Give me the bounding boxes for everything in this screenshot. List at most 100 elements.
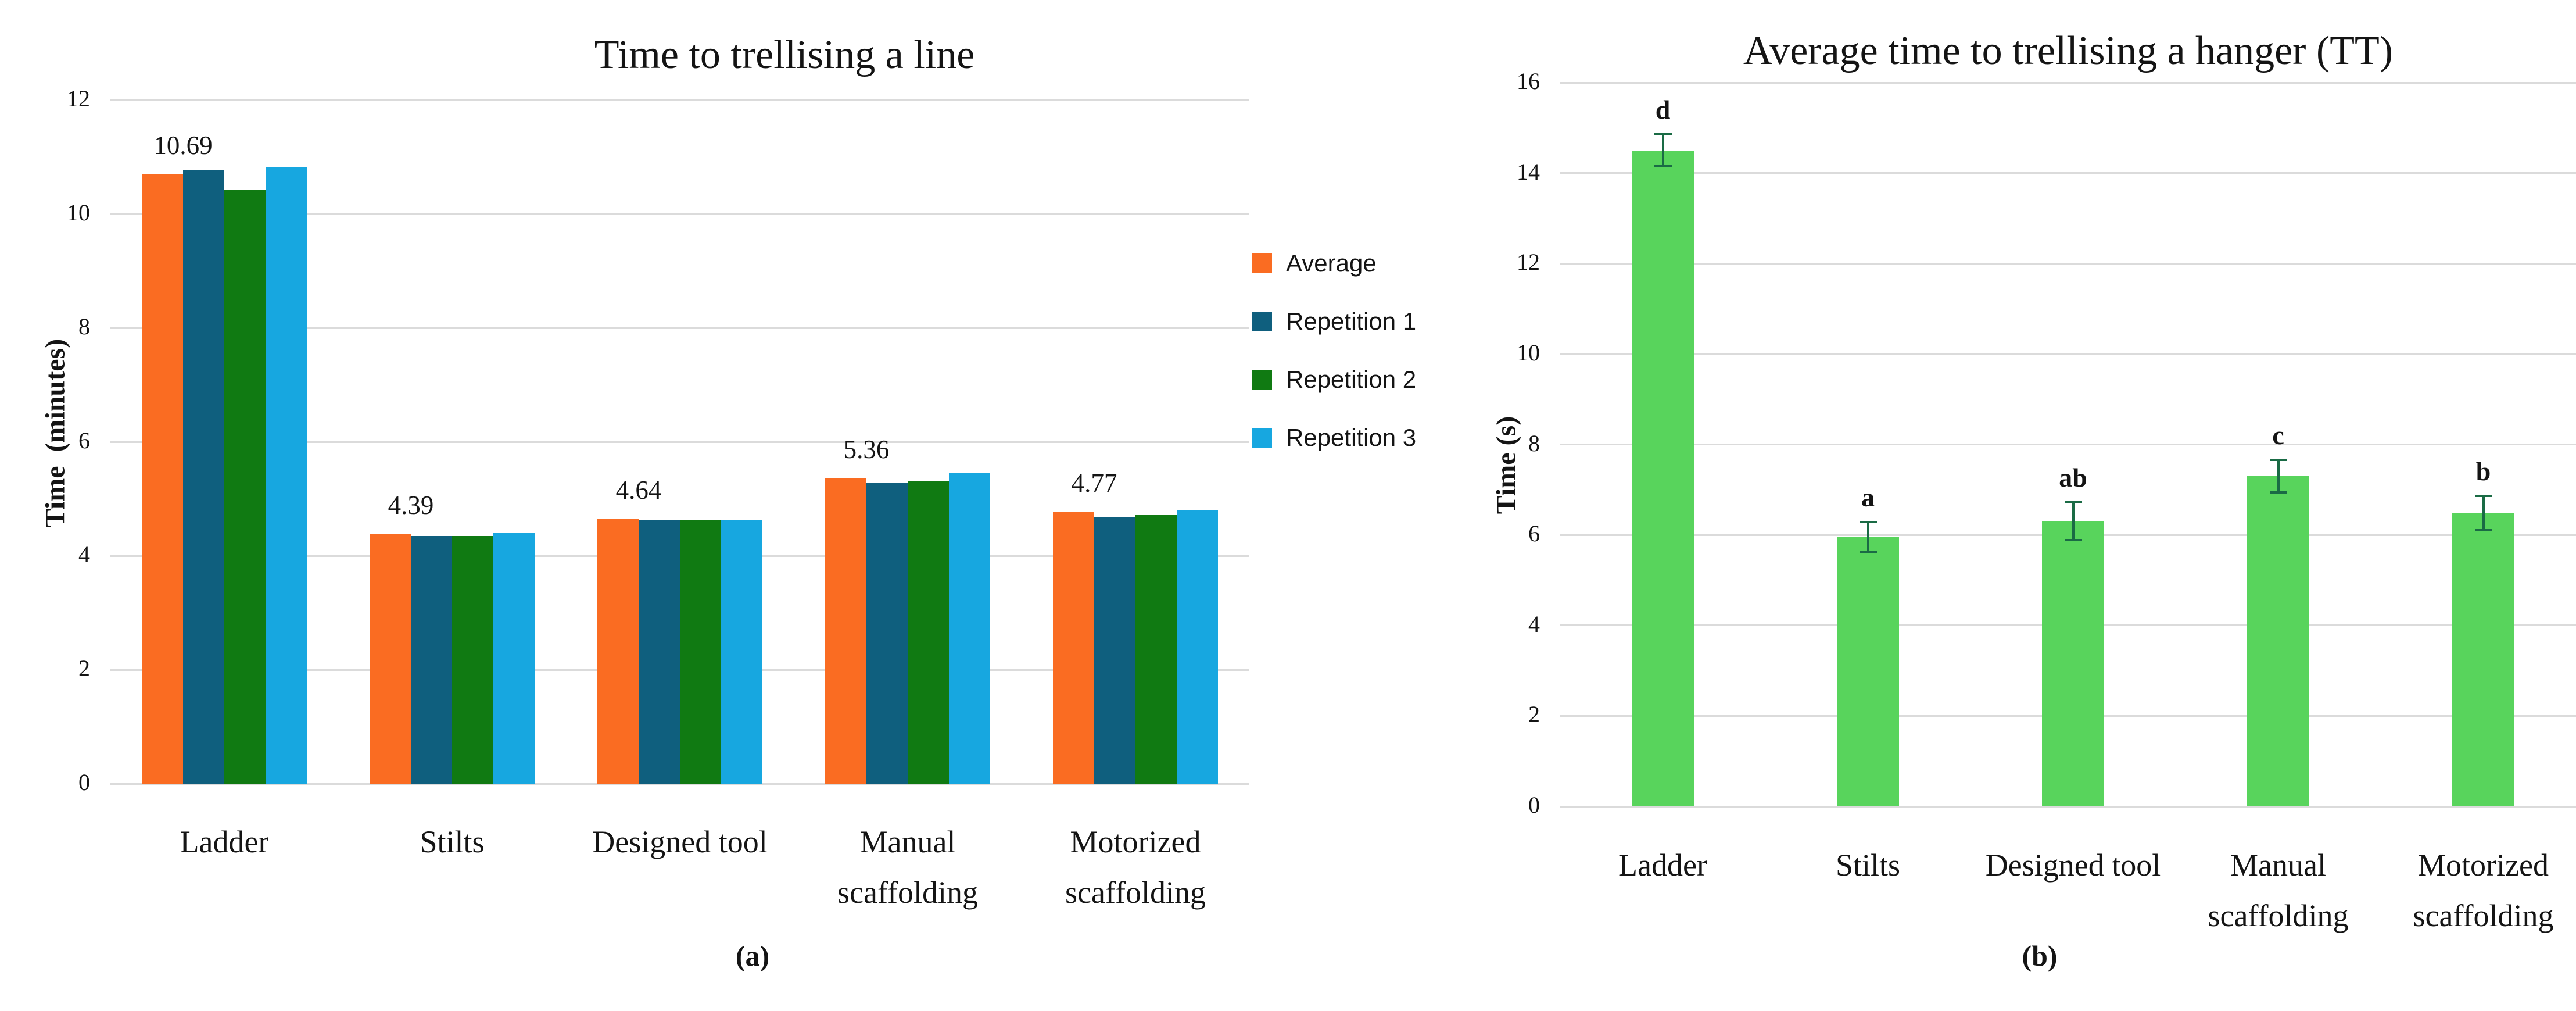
error-bar-cap-top-ladder [1654,133,1672,136]
error-bar-cap-top-designed-tool [2064,501,2082,504]
gridline-y-10 [1560,353,2576,355]
x-category-label-designed-tool: Designed tool [592,824,768,859]
bar-repetition-3-motorized-scaffolding [1177,509,1218,784]
significance-letter-ladder: d [1655,95,1671,125]
y-tick-label-4: 4 [78,541,90,567]
legend-item-average: Average [1252,249,1416,277]
x-category-label-ladder: Ladder [180,824,269,859]
bar-ladder [1632,150,1694,806]
y-tick-label-8: 8 [1528,430,1540,456]
x-category-label-ladder: Ladder [1618,848,1707,883]
bar-designed-tool [2042,521,2104,806]
legend-label-repetition-2: Repetition 2 [1286,366,1417,393]
caption-a: (a) [735,939,770,972]
bar-repetition-2-manual-scaffolding [908,480,949,784]
chart-b-plot: 0 2 4 6 8 10 12 14 16 d a ab c b Ladder Stilts Designed … [1517,69,2576,933]
bar-average-motorized-scaffolding [1053,512,1094,784]
bar-repetition-1-motorized-scaffolding [1094,517,1135,784]
bar-value-label-motorized-scaffolding: 4.77 [1071,468,1117,498]
chart-a-plot: 0 2 4 6 8 10 12 10.69 4.39 4.64 5.36 4.77 Ladder Stil… [67,86,1249,910]
chart-a-title: Time to trellising a line [594,33,975,77]
bar-average-stilts [370,534,411,784]
x-category-label-designed-tool: Designed tool [1985,848,2161,883]
y-tick-label-4: 4 [1528,610,1540,637]
legend-swatch-repetition-3 [1252,428,1272,448]
legend-label-repetition-3: Repetition 3 [1286,424,1417,451]
error-bar-stilts [1866,522,1869,552]
error-bar-cap-bottom-manual-scaffolding [2269,491,2287,494]
bar-repetition-1-stilts [411,535,452,784]
y-tick-label-12: 12 [67,85,90,112]
bar-repetition-2-stilts [452,535,493,784]
legend-item-repetition-1: Repetition 1 [1252,308,1416,335]
bar-value-label-designed-tool: 4.64 [615,476,662,505]
bar-repetition-1-ladder [183,170,224,784]
y-tick-label-2: 2 [78,655,90,681]
bar-repetition-3-designed-tool [721,520,762,784]
y-tick-label-12: 12 [1517,249,1540,276]
significance-letter-stilts: a [1861,483,1875,513]
legend-label-repetition-1: Repetition 1 [1286,308,1417,335]
legend-item-repetition-3: Repetition 3 [1252,424,1416,452]
y-tick-label-0: 0 [1528,792,1540,818]
chart-a-legend: Average Repetition 1 Repetition 2 Repetitio… [1252,249,1416,452]
bar-repetition-2-ladder [224,190,266,784]
error-bar-manual-scaffolding [2277,459,2280,492]
bar-stilts [1837,537,1899,806]
y-tick-label-6: 6 [78,427,90,453]
bar-average-designed-tool [597,519,639,784]
error-bar-ladder [1661,134,1664,166]
bar-average-manual-scaffolding [825,478,866,784]
bar-manual-scaffolding [2247,476,2309,806]
error-bar-designed-tool [2072,502,2075,541]
gridline-y-12 [1560,262,2576,265]
chart-b-title: Average time to trellising a hanger (TT) [1743,28,2394,73]
legend-swatch-repetition-2 [1252,370,1272,390]
error-bar-cap-top-motorized-scaffolding [2474,495,2492,498]
gridline-y-16 [1560,81,2576,84]
significance-letter-manual-scaffolding: c [2272,420,2284,450]
x-category-label-motorized-scaffolding: Motorized scaffolding [1065,824,1206,910]
bar-repetition-1-manual-scaffolding [866,482,908,784]
legend-label-average: Average [1286,249,1377,277]
significance-letter-motorized-scaffolding: b [2475,456,2491,487]
bar-motorized-scaffolding [2452,513,2514,806]
gridline-y-10 [110,213,1249,215]
bar-value-label-ladder: 10.69 [153,131,213,160]
y-tick-label-6: 6 [1528,520,1540,547]
x-category-label-motorized-scaffolding: Motorized scaffolding [2413,848,2554,934]
y-tick-label-14: 14 [1517,158,1540,185]
x-category-label-stilts: Stilts [1835,848,1901,883]
error-bar-cap-bottom-ladder [1654,165,1672,167]
bar-value-label-stilts: 4.39 [388,490,434,520]
y-tick-label-10: 10 [1517,339,1540,366]
caption-b: (b) [2022,939,2058,972]
bar-repetition-1-designed-tool [639,520,680,784]
y-tick-label-0: 0 [78,769,90,795]
error-bar-cap-top-stilts [1859,521,1877,524]
gridline-y-14 [1560,172,2576,174]
bar-repetition-2-motorized-scaffolding [1135,515,1177,784]
y-tick-label-16: 16 [1517,68,1540,94]
y-tick-label-8: 8 [78,313,90,340]
error-bar-cap-bottom-designed-tool [2064,539,2082,542]
bar-value-label-manual-scaffolding: 5.36 [843,434,890,464]
bar-repetition-3-stilts [493,532,535,784]
gridline-y-0 [1560,805,2576,808]
y-tick-label-10: 10 [67,199,90,226]
error-bar-motorized-scaffolding [2482,496,2485,531]
bar-average-ladder [142,174,183,784]
error-bar-cap-bottom-motorized-scaffolding [2474,529,2492,532]
gridline-y-8 [1560,444,2576,445]
bar-repetition-3-manual-scaffolding [949,472,990,784]
x-category-label-manual-scaffolding: Manual scaffolding [837,824,978,910]
x-category-label-manual-scaffolding: Manual scaffolding [2208,848,2349,934]
bar-repetition-3-ladder [266,167,307,784]
gridline-y-0 [110,783,1249,785]
legend-swatch-average [1252,253,1272,273]
y-tick-label-2: 2 [1528,701,1540,728]
gridline-y-6 [110,441,1249,443]
bar-repetition-2-designed-tool [680,520,721,784]
gridline-y-12 [110,99,1249,101]
